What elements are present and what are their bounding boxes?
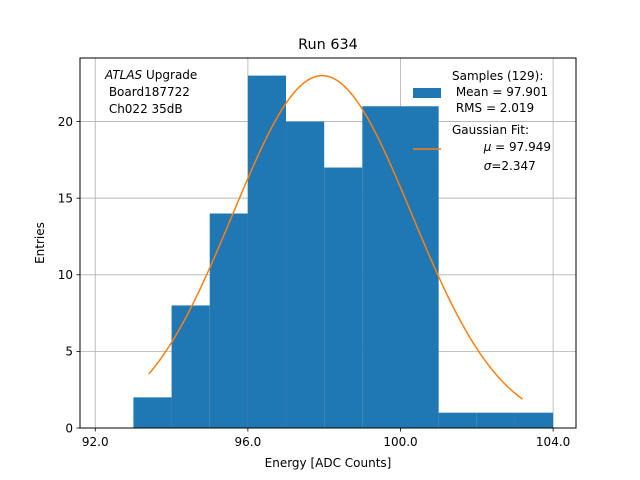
chart-title: Run 634 [298, 37, 358, 53]
histogram-bar [171, 305, 210, 428]
annotation-line-1: ATLAS Upgrade [104, 68, 197, 82]
histogram-bar [438, 412, 477, 428]
y-tick-label: 5 [65, 345, 73, 359]
histogram-bars [133, 75, 554, 429]
histogram-bar [324, 167, 363, 429]
legend-samples-swatch [413, 88, 441, 98]
x-tick-label: 104.0 [536, 435, 570, 449]
histogram-bar [286, 121, 325, 428]
atlas-annotation: ATLAS Upgrade Board187722 Ch022 35dB [104, 68, 197, 116]
histogram-bar [247, 75, 287, 428]
histogram-bar [400, 106, 439, 429]
y-axis-ticks: 0 5 10 15 20 [58, 115, 80, 435]
y-tick-label: 15 [58, 191, 73, 205]
annotation-line-2: Board187722 [105, 85, 190, 99]
legend-fit-mu: μ = 97.949 [457, 140, 570, 154]
x-axis-ticks: 92.0 96.0 100.0 104.0 [82, 428, 570, 449]
gaussian-fit-line [148, 74, 524, 400]
x-tick-label: 96.0 [235, 435, 262, 449]
legend-mu-value: = 97.949 [491, 140, 551, 154]
plot-frame [79, 57, 577, 429]
x-axis-label: Energy [ADC Counts] [265, 456, 392, 470]
annotation-upgrade: Upgrade [142, 68, 197, 82]
legend-samples-mean: Mean = 97.901 [452, 85, 548, 99]
legend: Samples (129): Mean = 97.901 RMS = 2.019… [413, 69, 570, 173]
legend-fit-sigma: σ=2.347 [457, 159, 555, 173]
histogram-bar [209, 213, 248, 428]
annotation-atlas: ATLAS [104, 68, 143, 82]
y-axis-label: Entries [33, 222, 47, 264]
legend-fit-title: Gaussian Fit: [452, 123, 529, 137]
legend-mu-symbol: μ [483, 140, 492, 154]
x-tick-label: 100.0 [383, 435, 417, 449]
legend-sigma-symbol: σ [484, 159, 492, 173]
histogram-bar [362, 106, 401, 429]
y-tick-label: 20 [58, 115, 73, 129]
histogram-bar [133, 397, 172, 428]
x-tick-label: 92.0 [82, 435, 109, 449]
histogram-bar [476, 412, 515, 428]
y-tick-label: 0 [65, 421, 73, 435]
annotation-line-3: Ch022 35dB [105, 102, 183, 116]
fit-curve-group [148, 74, 524, 400]
histogram-bar [514, 412, 554, 428]
legend-samples-title: Samples (129): [452, 69, 543, 83]
legend-samples-rms: RMS = 2.019 [452, 101, 534, 115]
y-tick-label: 10 [58, 268, 73, 282]
legend-sigma-value: =2.347 [491, 159, 535, 173]
